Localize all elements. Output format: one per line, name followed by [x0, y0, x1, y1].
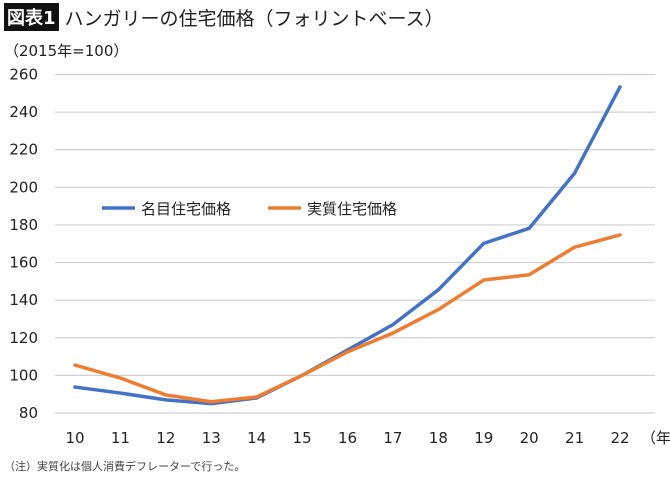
y-tick-label: 100	[9, 366, 38, 384]
x-tick-label: 11	[111, 429, 130, 447]
legend-label: 実質住宅価格	[307, 200, 397, 218]
footnote: （注）実質化は個人消費デフレーターで行った。	[4, 460, 246, 473]
x-axis-unit: （年）	[641, 429, 670, 447]
series-line-1	[73, 85, 622, 406]
series-line-2	[73, 233, 622, 404]
y-tick-label: 80	[19, 404, 38, 422]
figure-badge: 図表1	[4, 3, 59, 31]
title-text: ハンガリーの住宅価格（フォリントベース）	[64, 7, 444, 30]
x-tick-label: 14	[247, 429, 266, 447]
x-tick-label: 18	[429, 429, 448, 447]
x-tick-label: 17	[383, 429, 402, 447]
x-tick-label: 19	[474, 429, 493, 447]
x-tick-label: 20	[520, 429, 539, 447]
y-tick-label: 240	[9, 103, 38, 121]
x-tick-label: 22	[610, 429, 629, 447]
x-tick-label: 15	[293, 429, 312, 447]
y-tick-label: 160	[9, 254, 38, 272]
y-tick-label: 180	[9, 216, 38, 234]
chart-title: 図表1 ハンガリーの住宅価格（フォリントベース）	[4, 3, 444, 31]
y-tick-label: 140	[9, 291, 38, 309]
y-tick-label: 120	[9, 329, 38, 347]
legend-label: 名目住宅価格	[141, 200, 231, 218]
x-tick-label: 13	[202, 429, 221, 447]
x-tick-label: 21	[565, 429, 584, 447]
x-tick-label: 12	[156, 429, 175, 447]
y-axis-unit: （2015年=100）	[4, 42, 129, 60]
y-tick-label: 200	[9, 178, 38, 196]
x-tick-label: 16	[338, 429, 357, 447]
x-tick-label: 10	[65, 429, 84, 447]
y-tick-label: 220	[9, 141, 38, 159]
y-tick-label: 260	[9, 66, 38, 84]
